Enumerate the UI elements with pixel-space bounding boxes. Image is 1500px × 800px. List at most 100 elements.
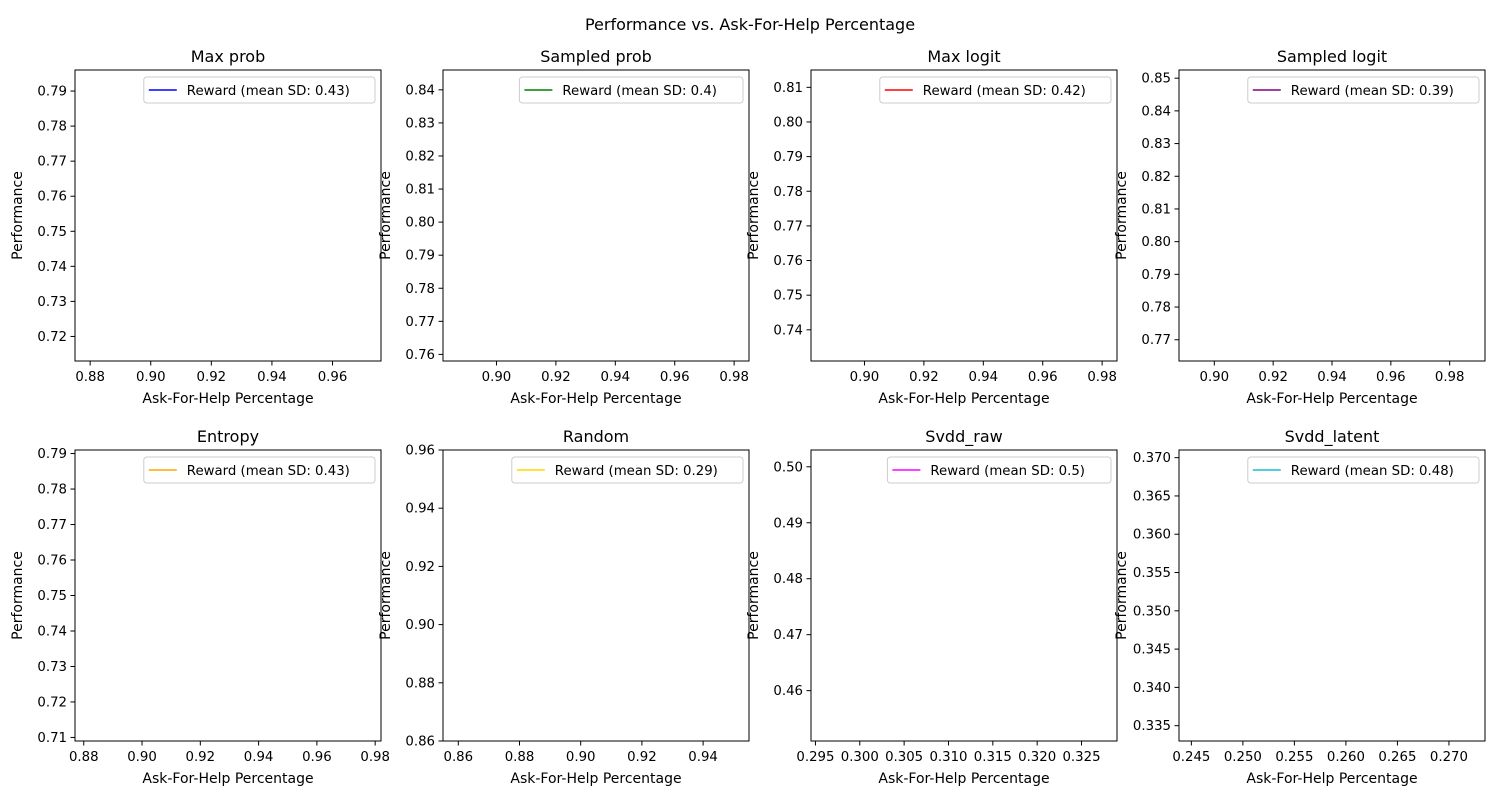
- y-tick-label: 0.78: [1141, 301, 1171, 316]
- subplot-max-prob: Max prob 0.88 0.90 0.92 0.94 0.96 0.72 0.73 0.74…: [10, 47, 382, 407]
- y-tick-label: 0.90: [405, 618, 435, 633]
- x-tick-label: 0.260: [1327, 750, 1365, 765]
- subplot-title: Max logit: [927, 47, 1000, 66]
- x-tick-label: 0.92: [186, 750, 216, 765]
- x-axis-label: Ask-For-Help Percentage: [878, 391, 1049, 407]
- x-tick-label: 0.295: [796, 750, 834, 765]
- x-axis-label: Ask-For-Help Percentage: [1246, 391, 1417, 407]
- x-tick-label: 0.325: [1062, 750, 1100, 765]
- legend-label: Reward (mean SD: 0.43): [187, 464, 350, 479]
- legend-box: [511, 456, 744, 484]
- subplot-title: Random: [563, 427, 629, 446]
- y-axis-label: Performance: [378, 551, 394, 640]
- legend-label: Reward (mean SD: 0.5): [930, 464, 1085, 479]
- y-axis-label: Performance: [746, 171, 762, 260]
- x-tick-label: 0.265: [1378, 750, 1416, 765]
- axes-frame: [74, 449, 382, 742]
- y-tick-label: 0.76: [405, 348, 435, 363]
- y-tick-label: 0.76: [773, 254, 803, 269]
- x-tick-label: 0.245: [1172, 750, 1210, 765]
- legend-label: Reward (mean SD: 0.39): [1291, 84, 1454, 99]
- y-tick-label: 0.79: [405, 249, 435, 264]
- y-axis-label: Performance: [378, 171, 394, 260]
- axes-frame: [810, 69, 1118, 362]
- x-tick-label: 0.94: [688, 750, 718, 765]
- x-tick-label: 0.86: [443, 750, 473, 765]
- y-tick-label: 0.83: [1141, 137, 1171, 152]
- y-tick-label: 0.77: [405, 315, 435, 330]
- legend-label: Reward (mean SD: 0.48): [1291, 464, 1454, 479]
- y-tick-label: 0.71: [37, 731, 67, 746]
- legend-box: [879, 76, 1112, 104]
- y-tick-label: 0.72: [37, 330, 67, 345]
- x-tick-label: 0.255: [1275, 750, 1313, 765]
- y-tick-label: 0.77: [773, 219, 803, 234]
- y-axis-label: Performance: [10, 551, 26, 640]
- y-tick-label: 0.96: [405, 444, 435, 459]
- x-axis-label: Ask-For-Help Percentage: [142, 771, 313, 787]
- y-tick-label: 0.78: [405, 282, 435, 297]
- y-tick-label: 0.79: [37, 85, 67, 100]
- x-tick-label: 0.305: [885, 750, 923, 765]
- y-tick-label: 0.85: [1141, 72, 1171, 87]
- y-tick-label: 0.86: [405, 735, 435, 750]
- x-tick-label: 0.250: [1224, 750, 1262, 765]
- legend-box: [1247, 76, 1480, 104]
- x-axis-label: Ask-For-Help Percentage: [510, 391, 681, 407]
- subplot-svdd-latent: Svdd_latent 0.245 0.250 0.255 0.260 0.265 0.27…: [1114, 427, 1486, 787]
- x-tick-label: 0.270: [1430, 750, 1468, 765]
- x-tick-label: 0.320: [1018, 750, 1056, 765]
- y-tick-label: 0.75: [37, 589, 67, 604]
- x-tick-label: 0.90: [482, 370, 512, 385]
- x-tick-label: 0.94: [1317, 370, 1347, 385]
- x-tick-label: 0.310: [929, 750, 967, 765]
- y-tick-label: 0.77: [1141, 333, 1171, 348]
- y-tick-label: 0.78: [773, 185, 803, 200]
- legend-label: Reward (mean SD: 0.43): [187, 84, 350, 99]
- y-tick-label: 0.74: [37, 624, 67, 639]
- axes-frame: [442, 449, 750, 742]
- y-tick-label: 0.82: [405, 149, 435, 164]
- subplot-title: Svdd_latent: [1285, 427, 1380, 447]
- x-tick-label: 0.88: [69, 750, 99, 765]
- x-tick-label: 0.96: [660, 370, 690, 385]
- x-tick-label: 0.90: [127, 750, 157, 765]
- x-tick-label: 0.300: [841, 750, 879, 765]
- x-tick-label: 0.92: [627, 750, 657, 765]
- legend-box: [143, 456, 376, 484]
- legend: Reward (mean SD: 0.43): [143, 76, 376, 104]
- axes-frame: [1178, 69, 1486, 362]
- y-tick-label: 0.81: [1141, 202, 1171, 217]
- legend-box: [1247, 456, 1480, 484]
- y-tick-label: 0.82: [1141, 170, 1171, 185]
- x-tick-label: 0.88: [505, 750, 535, 765]
- y-tick-label: 0.77: [37, 155, 67, 170]
- y-tick-label: 0.84: [405, 83, 435, 98]
- x-tick-label: 0.98: [1087, 370, 1117, 385]
- y-tick-label: 0.360: [1133, 528, 1171, 543]
- y-tick-label: 0.78: [37, 120, 67, 135]
- legend: Reward (mean SD: 0.5): [886, 456, 1112, 484]
- y-axis-label: Performance: [1114, 171, 1130, 260]
- x-tick-label: 0.88: [75, 370, 105, 385]
- subplot-max-logit: Max logit 0.90 0.92 0.94 0.96 0.98 0.74 0.75 0.7…: [746, 47, 1118, 407]
- legend-label: Reward (mean SD: 0.4): [562, 84, 717, 99]
- axes-frame: [74, 69, 382, 362]
- y-axis-label: Performance: [1114, 551, 1130, 640]
- x-tick-label: 0.315: [974, 750, 1012, 765]
- y-tick-label: 0.73: [37, 295, 67, 310]
- y-tick-label: 0.46: [773, 684, 803, 699]
- x-tick-label: 0.92: [197, 370, 227, 385]
- y-tick-label: 0.81: [773, 81, 803, 96]
- x-tick-label: 0.90: [850, 370, 880, 385]
- y-tick-label: 0.355: [1133, 566, 1171, 581]
- y-tick-label: 0.74: [37, 260, 67, 275]
- legend: Reward (mean SD: 0.43): [143, 456, 376, 484]
- x-axis-label: Ask-For-Help Percentage: [142, 391, 313, 407]
- y-tick-label: 0.92: [405, 560, 435, 575]
- y-axis-label: Performance: [10, 171, 26, 260]
- y-tick-label: 0.80: [1141, 235, 1171, 250]
- subplot-svdd-raw: Svdd_raw 0.295 0.300 0.305 0.310 0.315 0.320 0.…: [746, 427, 1118, 787]
- y-tick-label: 0.80: [405, 216, 435, 231]
